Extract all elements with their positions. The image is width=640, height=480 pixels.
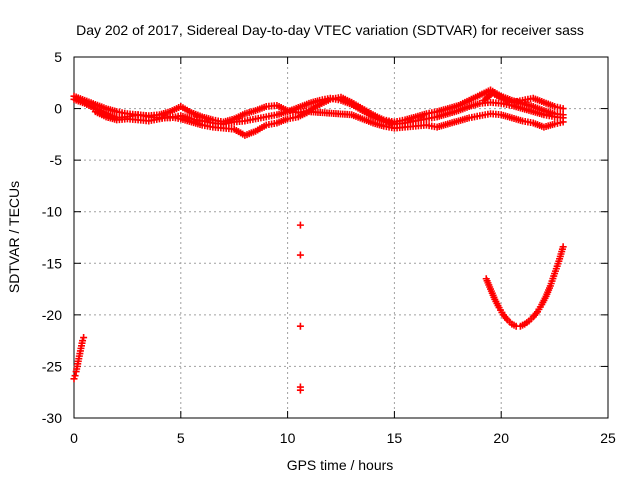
y-tick-label: -30 [42,410,62,426]
series-isolated-points [296,221,304,394]
data-point [71,372,79,380]
x-axis-label: GPS time / hours [287,457,394,473]
data-point [296,221,304,229]
x-tick-label: 0 [70,430,78,446]
y-tick-label: 5 [54,49,62,65]
data-layer [70,86,567,394]
y-tick-label: -10 [42,204,62,220]
series-track-d [480,89,567,113]
x-tick-label: 20 [493,430,509,446]
x-tick-label: 15 [387,430,403,446]
data-point [296,251,304,259]
data-point [296,322,304,330]
data-point [559,105,567,113]
y-tick-label: -15 [42,255,62,271]
data-point [559,118,567,126]
series-late-arc [482,243,567,330]
x-tick-label: 5 [177,430,185,446]
y-tick-label: 0 [54,101,62,117]
y-tick-label: -5 [50,152,63,168]
data-point [559,243,567,251]
y-tick-label: -20 [42,307,62,323]
data-point [296,386,304,394]
x-tick-label: 25 [600,430,616,446]
data-point [80,334,88,342]
series-early-drop [70,334,88,383]
series-track-c [91,108,567,139]
tick-layer: 0 5 10 15 20 25 5 0 -5 -10 -15 -20 -25 -30 [42,49,616,446]
series-track-b [70,86,567,126]
y-tick-label: -25 [42,358,62,374]
y-axis-label: SDTVAR / TECUs [6,181,22,293]
plot-frame [73,56,609,419]
x-tick-label: 10 [280,430,296,446]
data-point [559,111,567,119]
chart-title: Day 202 of 2017, Sidereal Day-to-day VTE… [76,22,584,38]
